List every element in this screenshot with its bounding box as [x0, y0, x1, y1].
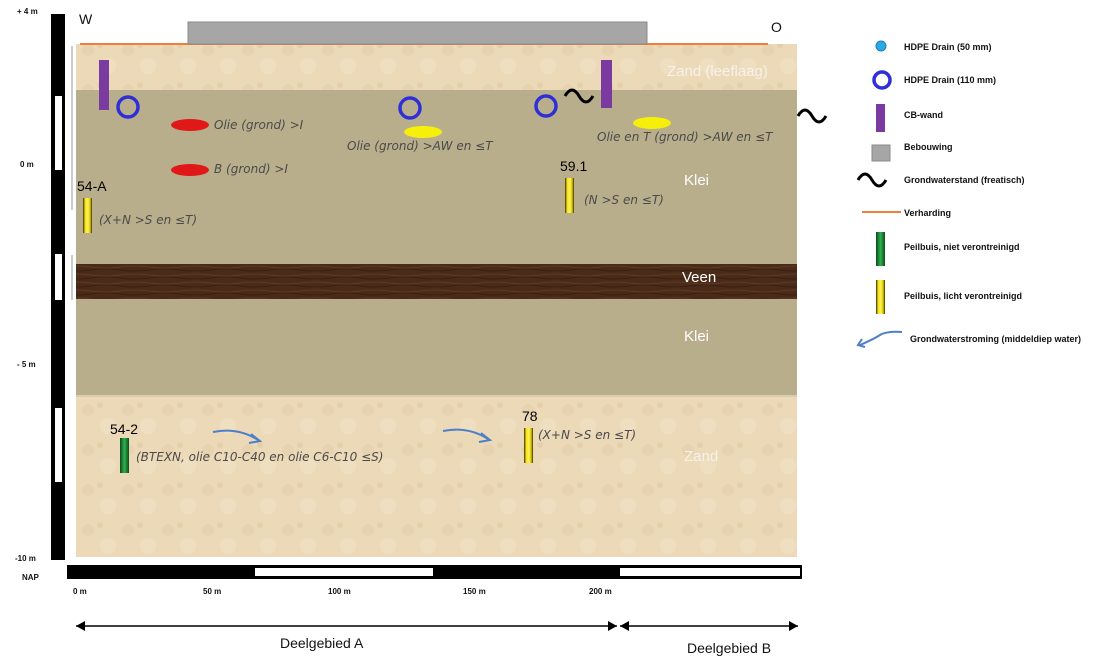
- east-label: O: [771, 19, 782, 35]
- layer-label-zand: Zand: [684, 448, 719, 465]
- large-drain-icon: [872, 70, 892, 90]
- hscale-tick-0: 0 m: [73, 587, 87, 596]
- deelgebied-b-arrow: [620, 621, 798, 631]
- deelgebied-b-label: Deelgebied B: [687, 640, 772, 656]
- legend-label-large-drain: HDPE Drain (110 mm): [904, 75, 997, 85]
- legend-label-green-tube: Peilbuis, niet verontreinigd: [904, 242, 1020, 252]
- hscale-tick-150: 150 m: [463, 587, 486, 596]
- building-icon: [871, 144, 891, 162]
- groundwater-level-icon: [856, 172, 888, 188]
- layer-label-zand-leeflaag: Zand (leeflaag): [667, 63, 768, 80]
- cb-wall-east: [601, 60, 612, 108]
- drain-middle: [398, 96, 422, 120]
- cb-wall-west: [99, 60, 109, 110]
- layer-zand: [76, 397, 797, 557]
- legend-label-groundwater-level: Grondwaterstand (freatisch): [904, 175, 1025, 185]
- legend-label-small-drain: HDPE Drain (50 mm): [904, 42, 992, 52]
- tube-note-54-A: (X+N >S en ≤T): [99, 213, 198, 227]
- small-drain-icon: [875, 40, 887, 52]
- drain-east: [534, 94, 558, 118]
- tube-note-54-2: (BTEXN, olie C10-C40 en olie C6-C10 ≤S): [136, 450, 384, 464]
- tube-id-78: 78: [522, 408, 538, 424]
- legend-label-pavement: Verharding: [904, 208, 952, 218]
- horizontal-scale-bar: [67, 565, 802, 579]
- tube-id-54-A: 54-A: [77, 178, 107, 194]
- hscale-tick-50: 50 m: [203, 587, 222, 596]
- groundwater-level-marker-outside: [796, 108, 828, 124]
- layer-veen: [76, 264, 797, 299]
- hscale-tick-200: 200 m: [589, 587, 612, 596]
- green-tube-icon: [876, 232, 885, 266]
- tube-id-59.1: 59.1: [560, 158, 588, 174]
- tube-id-54-2: 54-2: [110, 421, 139, 437]
- drain-west: [116, 95, 140, 119]
- legend-label-cb-wall: CB-wand: [904, 110, 943, 120]
- layer-label-klei-top: Klei: [684, 172, 710, 189]
- legend-label-yellow-tube: Peilbuis, licht verontreinigd: [904, 291, 1023, 301]
- building: [187, 21, 648, 45]
- deelgebied-a-arrow: [76, 621, 617, 631]
- tube-note-78: (X+N >S en ≤T): [538, 428, 637, 442]
- cb-wall-icon: [876, 104, 885, 132]
- legend-icons: [856, 40, 903, 348]
- contamination-label-1: Olie (grond) >I: [214, 118, 304, 132]
- vertical-scale-bar: [51, 14, 65, 560]
- vscale-tick-minus10: -10 m: [15, 554, 36, 563]
- hscale-tick-100: 100 m: [328, 587, 351, 596]
- layer-zand-leeflaag: [76, 44, 797, 90]
- contamination-red-1: [171, 119, 209, 131]
- contamination-red-2: [171, 164, 209, 176]
- layer-klei-top: [76, 90, 797, 264]
- contamination-label-4: Olie en T (grond) >AW en ≤T: [597, 130, 773, 144]
- tube-54-A: [83, 198, 92, 233]
- west-label: W: [79, 11, 93, 27]
- tube-59.1: [565, 178, 574, 213]
- flow-arrow-icon: [859, 330, 903, 346]
- layer-label-veen: Veen: [682, 269, 717, 286]
- datum-label: NAP: [22, 573, 39, 582]
- legend-label-building: Bebouwing: [904, 142, 953, 152]
- tube-54-2: [120, 438, 129, 473]
- layer-klei-bottom: [76, 299, 797, 396]
- tube-78: [524, 428, 533, 463]
- layer-label-klei-bottom: Klei: [684, 328, 710, 345]
- legend-label-flow-arrow: Grondwaterstroming (middeldiep water): [910, 334, 1082, 344]
- groundwater-level-marker: [563, 88, 595, 104]
- vscale-tick-minus5: - 5 m: [17, 360, 36, 369]
- contamination-yellow-1: [404, 126, 442, 138]
- tube-note-59.1: (N >S en ≤T): [584, 193, 664, 207]
- deelgebied-a-label: Deelgebied A: [280, 635, 364, 651]
- vscale-tick-plus4: + 4 m: [17, 7, 38, 16]
- vscale-tick-0: 0 m: [20, 160, 34, 169]
- contamination-label-2: B (grond) >I: [214, 162, 288, 176]
- contamination-yellow-2: [633, 117, 671, 129]
- yellow-tube-icon: [876, 280, 885, 314]
- contamination-label-3: Olie (grond) >AW en ≤T: [347, 139, 493, 153]
